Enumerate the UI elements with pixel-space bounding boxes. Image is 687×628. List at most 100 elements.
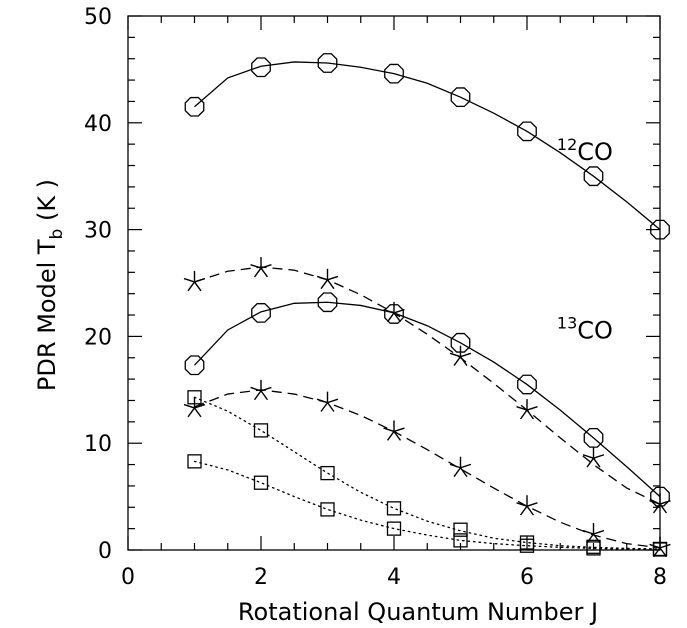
asterisk-arm: [327, 398, 339, 404]
data-point: [516, 399, 538, 420]
asterisk-arm: [659, 543, 671, 549]
asterisk-arm: [193, 281, 202, 292]
data-point: [184, 355, 205, 376]
asterisk-arm: [260, 263, 272, 269]
data-point: [386, 521, 402, 536]
y-axis-label-sub: b: [47, 229, 67, 240]
data-point: [320, 465, 335, 481]
asterisk-arm: [194, 277, 206, 283]
asterisk-arm: [393, 427, 405, 433]
data-point: [184, 96, 205, 117]
series-3: [184, 292, 670, 507]
asterisk-arm: [386, 431, 395, 441]
data-point: [449, 345, 472, 367]
asterisk-arm: [449, 463, 461, 469]
series-line: [194, 301, 661, 498]
x-tick-label: 2: [254, 565, 268, 590]
asterisk-arm: [193, 407, 202, 418]
y-tick-label: 20: [84, 325, 112, 350]
asterisk-arm: [460, 352, 472, 358]
species-label-name: CO: [577, 317, 613, 345]
series-line: [194, 266, 661, 505]
asterisk-arm: [453, 467, 462, 478]
data-point: [250, 379, 272, 401]
asterisk-arm: [526, 502, 538, 507]
axis-labels: Rotational Quantum Number J PDR Model Tb…: [33, 179, 598, 626]
asterisk-arm: [250, 386, 262, 392]
asterisk-arm: [260, 386, 272, 392]
asterisk-arm: [586, 457, 595, 468]
asterisk-arm: [320, 279, 329, 290]
data-point: [317, 292, 338, 313]
asterisk-arm: [516, 502, 528, 507]
asterisk-arm: [516, 406, 528, 411]
data-point: [317, 53, 338, 73]
data-point: [316, 391, 339, 412]
series-4: [183, 379, 671, 558]
asterisk-arm: [526, 406, 538, 411]
data-point: [453, 533, 468, 548]
asterisk-arm: [593, 529, 605, 535]
species-label: 13CO: [557, 314, 613, 345]
asterisk-arm: [526, 409, 535, 420]
data-point: [384, 304, 404, 324]
data-point: [449, 456, 472, 478]
data-point: [251, 303, 271, 323]
asterisk-arm: [253, 267, 262, 278]
series-6: [187, 454, 668, 557]
asterisk-arm: [582, 529, 594, 535]
asterisk-arm: [253, 390, 262, 401]
data-point: [187, 390, 202, 405]
y-axis-label-unit: (K ): [33, 179, 61, 229]
series-1: [184, 53, 670, 240]
data-point: [320, 502, 335, 517]
x-tick-label: 8: [653, 565, 667, 590]
y-axis-label-main: PDR Model T: [33, 239, 61, 391]
data-point: [516, 495, 538, 516]
data-point: [253, 475, 269, 490]
species-label-isotope: 13: [557, 314, 577, 333]
data-point: [582, 447, 605, 468]
y-tick-label: 40: [84, 112, 112, 137]
species-label: 12CO: [557, 135, 613, 166]
y-tick-label: 0: [98, 539, 112, 564]
species-label-isotope: 12: [557, 135, 577, 154]
data-point: [253, 423, 269, 438]
series-5: [187, 390, 668, 557]
y-tick-label: 50: [84, 5, 112, 30]
asterisk-arm: [592, 457, 601, 468]
data-point: [183, 270, 206, 292]
asterisk-arm: [326, 402, 335, 412]
asterisk-arm: [453, 356, 462, 367]
x-tick-label: 6: [520, 565, 534, 590]
asterisk-arm: [393, 312, 402, 323]
asterisk-arm: [250, 263, 262, 269]
asterisk-arm: [260, 390, 269, 401]
data-point: [251, 57, 271, 78]
data-point: [586, 541, 601, 556]
data-point: [183, 396, 206, 418]
series-line: [194, 61, 661, 231]
data-point: [450, 87, 471, 108]
data-point: [384, 63, 404, 84]
asterisk-arm: [519, 409, 528, 420]
data-point: [519, 538, 535, 553]
asterisk-arm: [316, 398, 328, 404]
asterisk-arm: [326, 279, 335, 290]
data-point: [187, 454, 202, 469]
series-group: [183, 53, 671, 558]
data-point: [383, 420, 405, 441]
data-point: [316, 268, 339, 290]
asterisk-arm: [183, 403, 195, 409]
data-point: [583, 427, 604, 448]
y-tick-label: 30: [84, 219, 112, 244]
asterisk-arm: [593, 454, 605, 459]
data-point: [386, 501, 402, 516]
asterisk-arm: [649, 543, 661, 549]
data-point: [453, 522, 468, 537]
x-tick-label: 0: [121, 565, 135, 590]
data-point: [517, 121, 537, 142]
asterisk-arm: [383, 427, 395, 433]
